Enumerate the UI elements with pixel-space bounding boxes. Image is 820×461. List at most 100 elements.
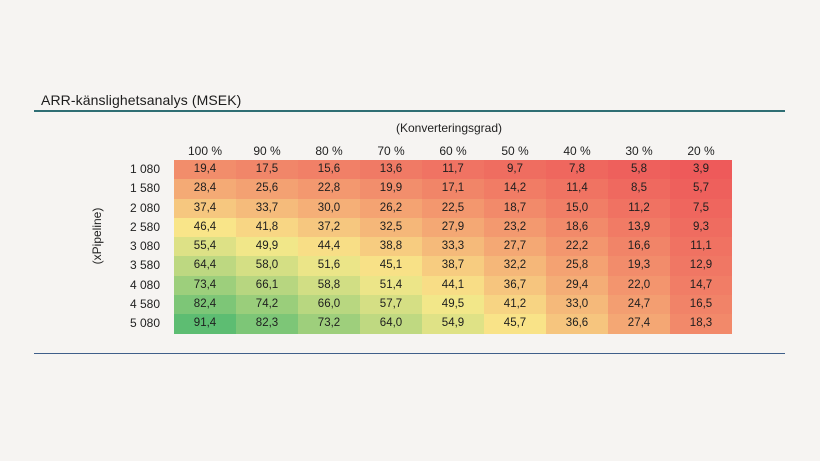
x-tick-label: 30 % [625,144,653,158]
y-tick-label: 1 080 [129,162,160,176]
y-tick-labels: 1 080 1 580 2 080 2 580 3 080 3 580 4 080 4 580… [112,160,160,334]
heatmap-cell: 7,8 [546,160,608,180]
y-tick-label: 3 080 [129,239,160,254]
x-axis-title: (Konverteringsgrad) [395,121,503,135]
heatmap-cell: 9,3 [670,217,732,238]
heatmap-cell: 30,0 [298,198,360,218]
heatmap-cell: 55,4 [174,237,236,257]
heatmap-cell: 12,9 [670,256,732,276]
y-tick-label: 5 080 [129,316,160,331]
heatmap-cell: 37,2 [298,217,360,238]
x-tick-label: 90 % [253,144,281,158]
heatmap-cell: 64,0 [360,314,422,334]
title-divider [34,110,785,112]
heatmap-cell: 24,7 [608,295,670,315]
heatmap-cell: 36,6 [546,314,608,334]
heatmap-cell: 19,9 [360,179,422,199]
heatmap-cell: 15,0 [546,198,608,218]
heatmap-cell: 26,2 [360,198,422,218]
heatmap-cell: 33,3 [422,237,484,257]
heatmap-cell: 16,6 [608,237,670,257]
heatmap-cell: 37,4 [174,198,236,218]
heatmap-cell: 66,1 [236,275,298,296]
heatmap-cell: 25,8 [546,256,608,276]
heatmap-cell: 45,7 [484,314,546,334]
heatmap-cell: 22,0 [608,275,670,296]
heatmap-cell: 23,2 [484,217,546,238]
bottom-divider [34,353,785,354]
heatmap-cell: 54,9 [422,314,484,334]
heatmap-cell: 41,8 [236,217,298,238]
y-axis-title: (xPipeline) [90,207,104,265]
heatmap-cell: 15,6 [298,160,360,180]
heatmap-cell: 29,4 [546,275,608,296]
x-tick-label: 100 % [187,144,223,158]
heatmap-cell: 14,2 [484,179,546,199]
heatmap-cell: 49,9 [236,237,298,257]
x-tick-label: 60 % [439,144,467,158]
heatmap-cell: 33,0 [546,295,608,315]
heatmap-cell: 49,5 [422,295,484,315]
heatmap-cell: 22,5 [422,198,484,218]
x-tick-label: 20 % [687,144,715,158]
heatmap-cell: 13,9 [608,217,670,238]
chart-title: ARR-känslighetsanalys (MSEK) [41,92,242,108]
x-tick-labels: 100 % 90 % 80 % 70 % 60 % 50 % 40 % 30 % 20 % [174,144,732,158]
heatmap-cell: 7,5 [670,198,732,218]
heatmap-cell: 46,4 [174,217,236,238]
heatmap-cell: 13,6 [360,160,422,180]
heatmap-cell: 3,9 [670,160,732,180]
heatmap-cell: 17,1 [422,179,484,199]
x-tick-label: 80 % [315,144,343,158]
heatmap-cell: 38,8 [360,237,422,257]
heatmap-cell: 27,4 [608,314,670,334]
heatmap-cell: 82,4 [174,295,236,315]
heatmap-cell: 38,7 [422,256,484,276]
y-tick-label: 2 580 [129,219,160,234]
y-tick-label: 1 580 [129,181,160,196]
heatmap-cell: 18,3 [670,314,732,334]
heatmap-cell: 73,2 [298,314,360,334]
x-tick-label: 40 % [563,144,591,158]
heatmap-cell: 32,2 [484,256,546,276]
heatmap-cell: 11,2 [608,198,670,218]
heatmap-cell: 25,6 [236,179,298,199]
heatmap-cell: 19,4 [174,160,236,180]
heatmap-cell: 91,4 [174,314,236,334]
heatmap-cell: 18,7 [484,198,546,218]
y-tick-label: 3 580 [129,258,160,273]
heatmap-cell: 11,4 [546,179,608,199]
heatmap-cell: 27,9 [422,217,484,238]
x-tick-label: 50 % [501,144,529,158]
heatmap-cell: 22,8 [298,179,360,199]
heatmap-cell: 11,7 [422,160,484,180]
heatmap-cell: 27,7 [484,237,546,257]
heatmap-cell: 82,3 [236,314,298,334]
heatmap-cell: 8,5 [608,179,670,199]
heatmap-cell: 17,5 [236,160,298,180]
heatmap-cell: 57,7 [360,295,422,315]
heatmap-cell: 9,7 [484,160,546,180]
heatmap-cell: 58,8 [298,275,360,296]
heatmap-cell: 51,6 [298,256,360,276]
heatmap-cell: 64,4 [174,256,236,276]
heatmap-cell: 14,7 [670,275,732,296]
heatmap-cell: 32,5 [360,217,422,238]
y-tick-label: 4 080 [129,277,160,292]
heatmap-grid: 19,4 17,5 15,6 13,6 11,7 9,7 7,8 5,8 3,9 28,4 25,6… [174,160,732,334]
heatmap-cell: 66,0 [298,295,360,315]
heatmap-cell: 22,2 [546,237,608,257]
y-tick-label: 4 580 [129,297,160,312]
heatmap-cell: 41,2 [484,295,546,315]
heatmap-cell: 51,4 [360,275,422,296]
heatmap-cell: 5,7 [670,179,732,199]
heatmap-cell: 5,8 [608,160,670,180]
heatmap-cell: 44,1 [422,275,484,296]
heatmap-cell: 16,5 [670,295,732,315]
y-tick-label: 2 080 [129,200,160,215]
heatmap-cell: 44,4 [298,237,360,257]
heatmap-cell: 18,6 [546,217,608,238]
heatmap-cell: 45,1 [360,256,422,276]
heatmap-cell: 58,0 [236,256,298,276]
heatmap-cell: 36,7 [484,275,546,296]
